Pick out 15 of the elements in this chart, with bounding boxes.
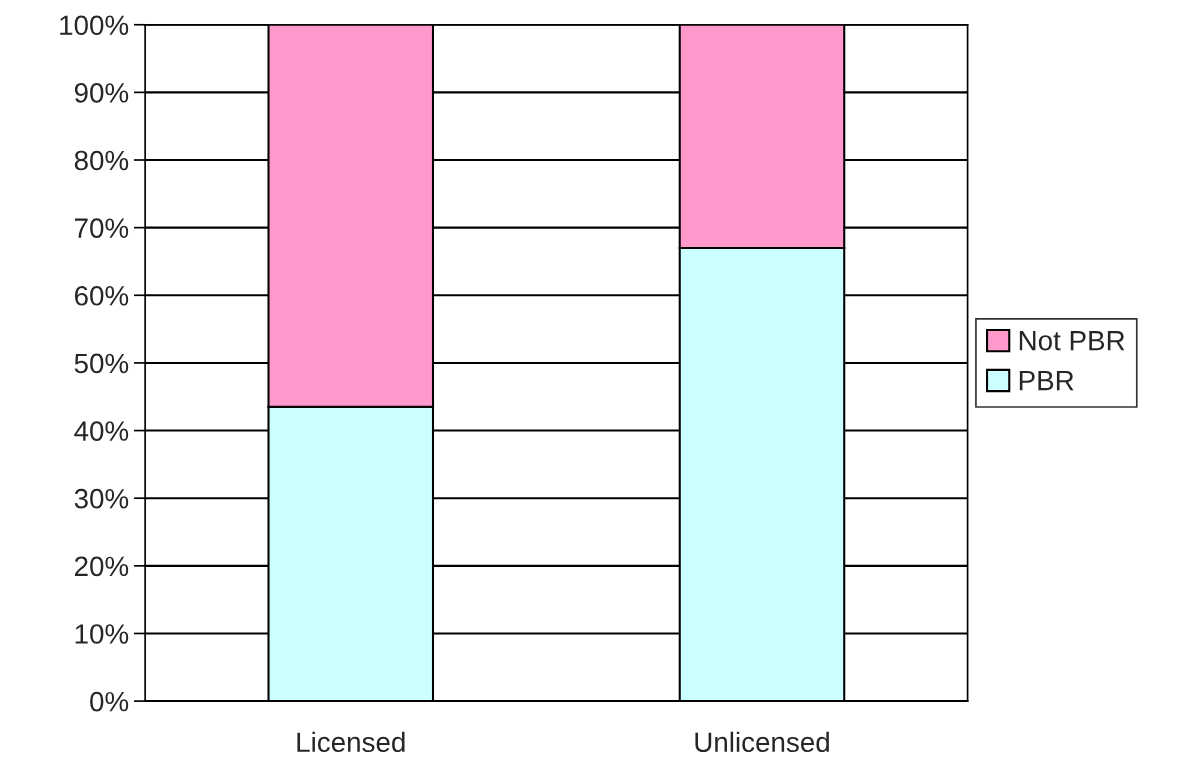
y-tick-label: 60%: [74, 285, 129, 306]
legend-label: Not PBR: [1019, 331, 1125, 351]
x-tick-label: Unlicensed: [695, 731, 829, 753]
x-tick-label: Licensed: [297, 731, 405, 753]
y-tick-label: 90%: [74, 83, 129, 103]
legend-label: PBR: [1019, 371, 1074, 391]
y-tick-label: 30%: [74, 488, 129, 509]
y-tick-label: 100%: [60, 15, 129, 36]
y-tick-label: 20%: [74, 556, 129, 577]
y-tick-label: 40%: [74, 421, 129, 441]
y-tick-label: 70%: [75, 218, 129, 238]
y-tick-label: 0%: [90, 691, 129, 712]
y-tick-label: 50%: [74, 353, 129, 374]
y-tick-label: 10%: [75, 624, 129, 644]
y-tick-label: 80%: [74, 150, 129, 171]
